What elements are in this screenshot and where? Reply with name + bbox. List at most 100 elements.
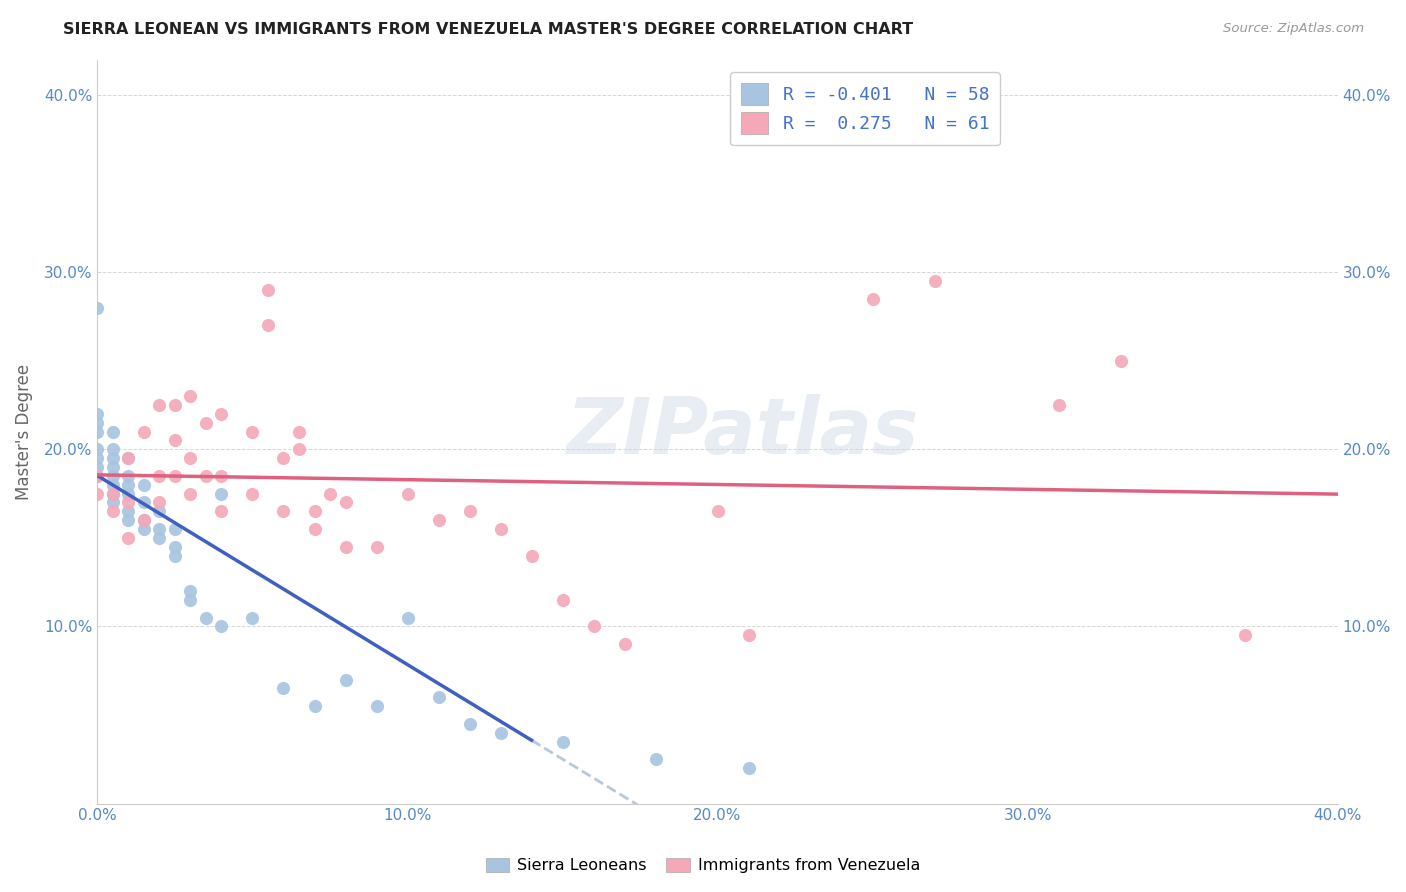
Point	[644, 752, 666, 766]
Y-axis label: Master's Degree: Master's Degree	[15, 364, 32, 500]
Point	[179, 451, 201, 466]
Point	[706, 504, 728, 518]
Point	[288, 442, 311, 457]
Point	[737, 761, 759, 775]
Point	[132, 425, 155, 439]
Point	[1233, 628, 1256, 642]
Point	[273, 504, 295, 518]
Point	[101, 477, 124, 491]
Point	[132, 522, 155, 536]
Point	[86, 301, 108, 315]
Point	[427, 513, 450, 527]
Point	[86, 469, 108, 483]
Point	[132, 513, 155, 527]
Point	[427, 690, 450, 705]
Point	[101, 486, 124, 500]
Point	[163, 522, 186, 536]
Point	[737, 628, 759, 642]
Point	[489, 725, 512, 739]
Point	[458, 717, 481, 731]
Point	[117, 469, 139, 483]
Point	[613, 637, 636, 651]
Legend: Sierra Leoneans, Immigrants from Venezuela: Sierra Leoneans, Immigrants from Venezue…	[479, 851, 927, 880]
Point	[924, 274, 946, 288]
Point	[101, 442, 124, 457]
Point	[86, 442, 108, 457]
Point	[195, 610, 218, 624]
Point	[117, 531, 139, 545]
Point	[335, 673, 357, 687]
Point	[101, 486, 124, 500]
Point	[179, 486, 201, 500]
Point	[1109, 353, 1132, 368]
Point	[211, 486, 233, 500]
Point	[179, 584, 201, 599]
Point	[211, 407, 233, 421]
Point	[366, 699, 388, 714]
Point	[117, 513, 139, 527]
Point	[273, 681, 295, 696]
Point	[520, 549, 543, 563]
Point	[86, 460, 108, 475]
Point	[396, 486, 419, 500]
Point	[101, 451, 124, 466]
Point	[86, 451, 108, 466]
Text: SIERRA LEONEAN VS IMMIGRANTS FROM VENEZUELA MASTER'S DEGREE CORRELATION CHART: SIERRA LEONEAN VS IMMIGRANTS FROM VENEZU…	[63, 22, 914, 37]
Point	[101, 504, 124, 518]
Point	[148, 469, 170, 483]
Point	[582, 619, 605, 633]
Point	[211, 469, 233, 483]
Point	[366, 540, 388, 554]
Point	[86, 416, 108, 430]
Point	[257, 318, 280, 333]
Point	[489, 522, 512, 536]
Point	[288, 425, 311, 439]
Point	[179, 389, 201, 403]
Point	[458, 504, 481, 518]
Point	[195, 416, 218, 430]
Point	[163, 434, 186, 448]
Point	[257, 283, 280, 297]
Point	[195, 469, 218, 483]
Point	[148, 504, 170, 518]
Point	[304, 522, 326, 536]
Legend: R = -0.401   N = 58, R =  0.275   N = 61: R = -0.401 N = 58, R = 0.275 N = 61	[730, 72, 1000, 145]
Point	[163, 549, 186, 563]
Point	[86, 407, 108, 421]
Point	[551, 734, 574, 748]
Point	[101, 495, 124, 509]
Point	[211, 619, 233, 633]
Point	[1047, 398, 1070, 412]
Point	[86, 469, 108, 483]
Text: Source: ZipAtlas.com: Source: ZipAtlas.com	[1223, 22, 1364, 36]
Point	[242, 425, 264, 439]
Point	[335, 540, 357, 554]
Text: ZIPatlas: ZIPatlas	[567, 393, 918, 469]
Point	[304, 699, 326, 714]
Point	[86, 425, 108, 439]
Point	[132, 477, 155, 491]
Point	[179, 593, 201, 607]
Point	[148, 522, 170, 536]
Point	[304, 504, 326, 518]
Point	[86, 486, 108, 500]
Point	[163, 540, 186, 554]
Point	[242, 486, 264, 500]
Point	[117, 451, 139, 466]
Point	[551, 593, 574, 607]
Point	[117, 495, 139, 509]
Point	[242, 610, 264, 624]
Point	[117, 504, 139, 518]
Point	[148, 495, 170, 509]
Point	[862, 292, 884, 306]
Point	[117, 477, 139, 491]
Point	[101, 460, 124, 475]
Point	[319, 486, 342, 500]
Point	[132, 495, 155, 509]
Point	[132, 513, 155, 527]
Point	[101, 425, 124, 439]
Point	[396, 610, 419, 624]
Point	[148, 398, 170, 412]
Point	[117, 486, 139, 500]
Point	[163, 469, 186, 483]
